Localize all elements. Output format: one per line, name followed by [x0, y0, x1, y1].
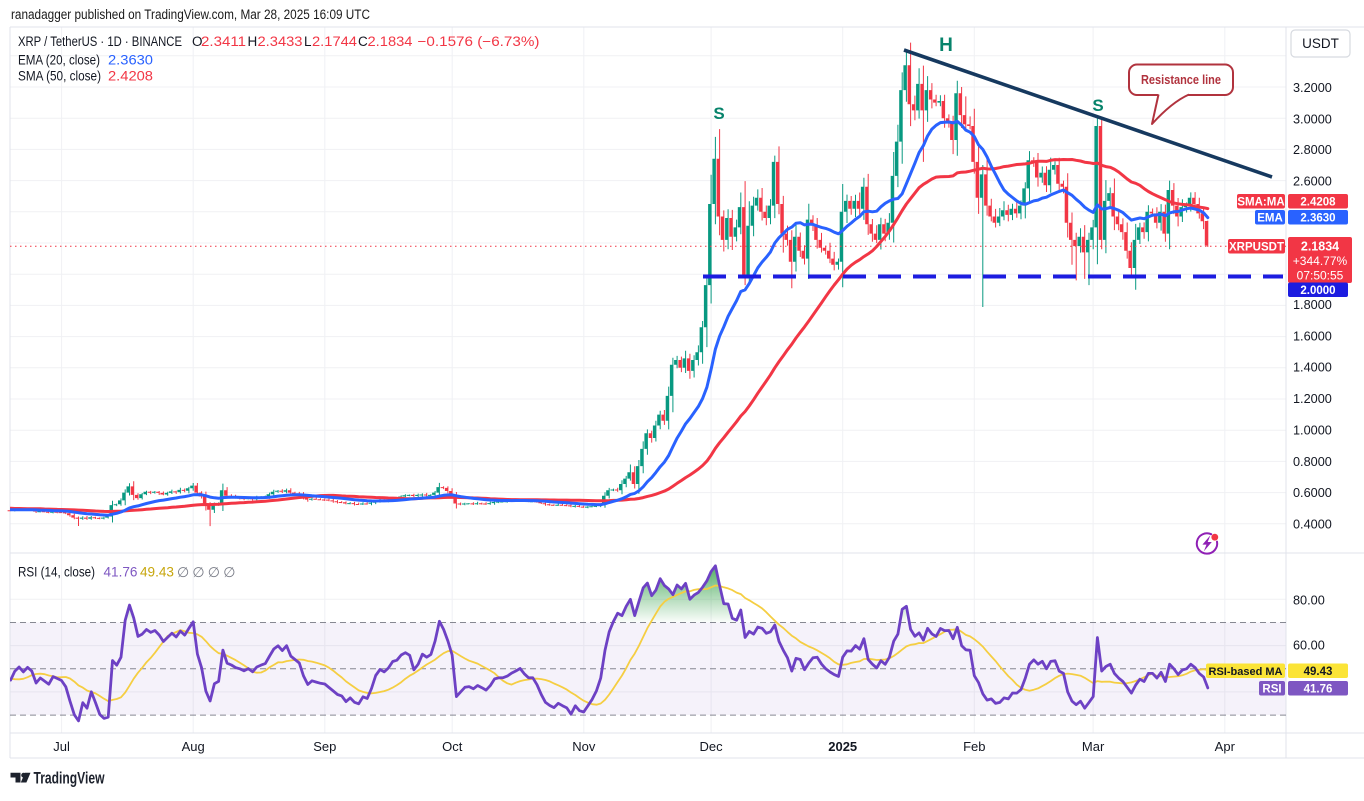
svg-text:0.8000: 0.8000 — [1293, 455, 1332, 469]
svg-text:XRP / TetherUS · 1D · BINANCE: XRP / TetherUS · 1D · BINANCE — [18, 34, 182, 49]
svg-text:1.2000: 1.2000 — [1293, 392, 1332, 406]
svg-text:2.3630: 2.3630 — [108, 53, 153, 68]
svg-text:Nov: Nov — [572, 739, 596, 754]
svg-text:ranadagger published on Tradin: ranadagger published on TradingView.com,… — [11, 7, 370, 22]
svg-text:S: S — [713, 104, 724, 123]
svg-text:1.6000: 1.6000 — [1293, 329, 1332, 343]
svg-text:3.0000: 3.0000 — [1293, 112, 1332, 126]
svg-text:EMA (20, close): EMA (20, close) — [18, 53, 100, 68]
svg-text:2.3433: 2.3433 — [258, 34, 303, 49]
svg-text:60.00: 60.00 — [1293, 639, 1325, 653]
svg-text:2.1834: 2.1834 — [368, 34, 414, 49]
svg-text:RSI-based MA: RSI-based MA — [1209, 666, 1283, 678]
svg-text:S: S — [1092, 96, 1103, 115]
svg-text:0.4000: 0.4000 — [1293, 518, 1332, 532]
svg-text:C: C — [358, 34, 368, 49]
svg-text:2.3411: 2.3411 — [201, 34, 246, 49]
svg-text:∅: ∅ — [208, 564, 220, 580]
svg-text:Dec: Dec — [700, 739, 724, 754]
svg-text:Apr: Apr — [1215, 739, 1236, 754]
svg-text:2.1834: 2.1834 — [1301, 240, 1339, 254]
svg-text:Jul: Jul — [53, 739, 70, 754]
svg-text:0.6000: 0.6000 — [1293, 486, 1332, 500]
svg-text:2.8000: 2.8000 — [1293, 143, 1332, 157]
svg-text:EMA: EMA — [1257, 212, 1283, 224]
svg-text:RSI (14, close): RSI (14, close) — [18, 565, 95, 580]
svg-text:1.8000: 1.8000 — [1293, 298, 1332, 312]
svg-text:07:50:55: 07:50:55 — [1297, 269, 1344, 283]
svg-text:49.43: 49.43 — [1304, 666, 1333, 678]
svg-text:L: L — [304, 34, 312, 49]
svg-text:USDT: USDT — [1302, 36, 1339, 51]
svg-text:Oct: Oct — [442, 739, 463, 754]
svg-text:2.3630: 2.3630 — [1300, 212, 1335, 224]
svg-text:TradingView: TradingView — [34, 770, 105, 788]
svg-text:2.4208: 2.4208 — [108, 69, 153, 84]
svg-text:2025: 2025 — [828, 739, 857, 754]
svg-text:RSI: RSI — [1262, 683, 1281, 695]
svg-text:Aug: Aug — [182, 739, 205, 754]
svg-text:∅: ∅ — [192, 564, 204, 580]
svg-text:H: H — [248, 34, 258, 49]
svg-text:2.6000: 2.6000 — [1293, 175, 1332, 189]
svg-text:SMA:MA: SMA:MA — [1237, 196, 1284, 208]
svg-text:2.1744: 2.1744 — [312, 34, 358, 49]
svg-text:SMA (50, close): SMA (50, close) — [18, 69, 101, 84]
svg-text:−0.1576 (−6.73%): −0.1576 (−6.73%) — [418, 34, 540, 49]
svg-text:3.2000: 3.2000 — [1293, 81, 1332, 95]
svg-text:41.76: 41.76 — [1304, 683, 1333, 695]
svg-text:2.4208: 2.4208 — [1300, 196, 1336, 208]
svg-text:O: O — [192, 34, 203, 49]
svg-text:XRPUSDT: XRPUSDT — [1229, 241, 1284, 253]
svg-text:49.43: 49.43 — [140, 565, 174, 580]
svg-text:H: H — [939, 35, 953, 56]
svg-text:1.4000: 1.4000 — [1293, 361, 1332, 375]
svg-text:Sep: Sep — [313, 739, 336, 754]
svg-text:Mar: Mar — [1082, 739, 1105, 754]
svg-text:+344.77%: +344.77% — [1293, 254, 1348, 268]
svg-text:∅: ∅ — [177, 564, 189, 580]
svg-text:1.0000: 1.0000 — [1293, 423, 1332, 437]
svg-text:Feb: Feb — [963, 739, 985, 754]
svg-text:80.00: 80.00 — [1293, 593, 1325, 607]
svg-text:∅: ∅ — [223, 564, 235, 580]
svg-text:2.0000: 2.0000 — [1300, 285, 1335, 297]
svg-text:Resistance line: Resistance line — [1141, 73, 1221, 87]
svg-text:41.76: 41.76 — [104, 565, 138, 580]
